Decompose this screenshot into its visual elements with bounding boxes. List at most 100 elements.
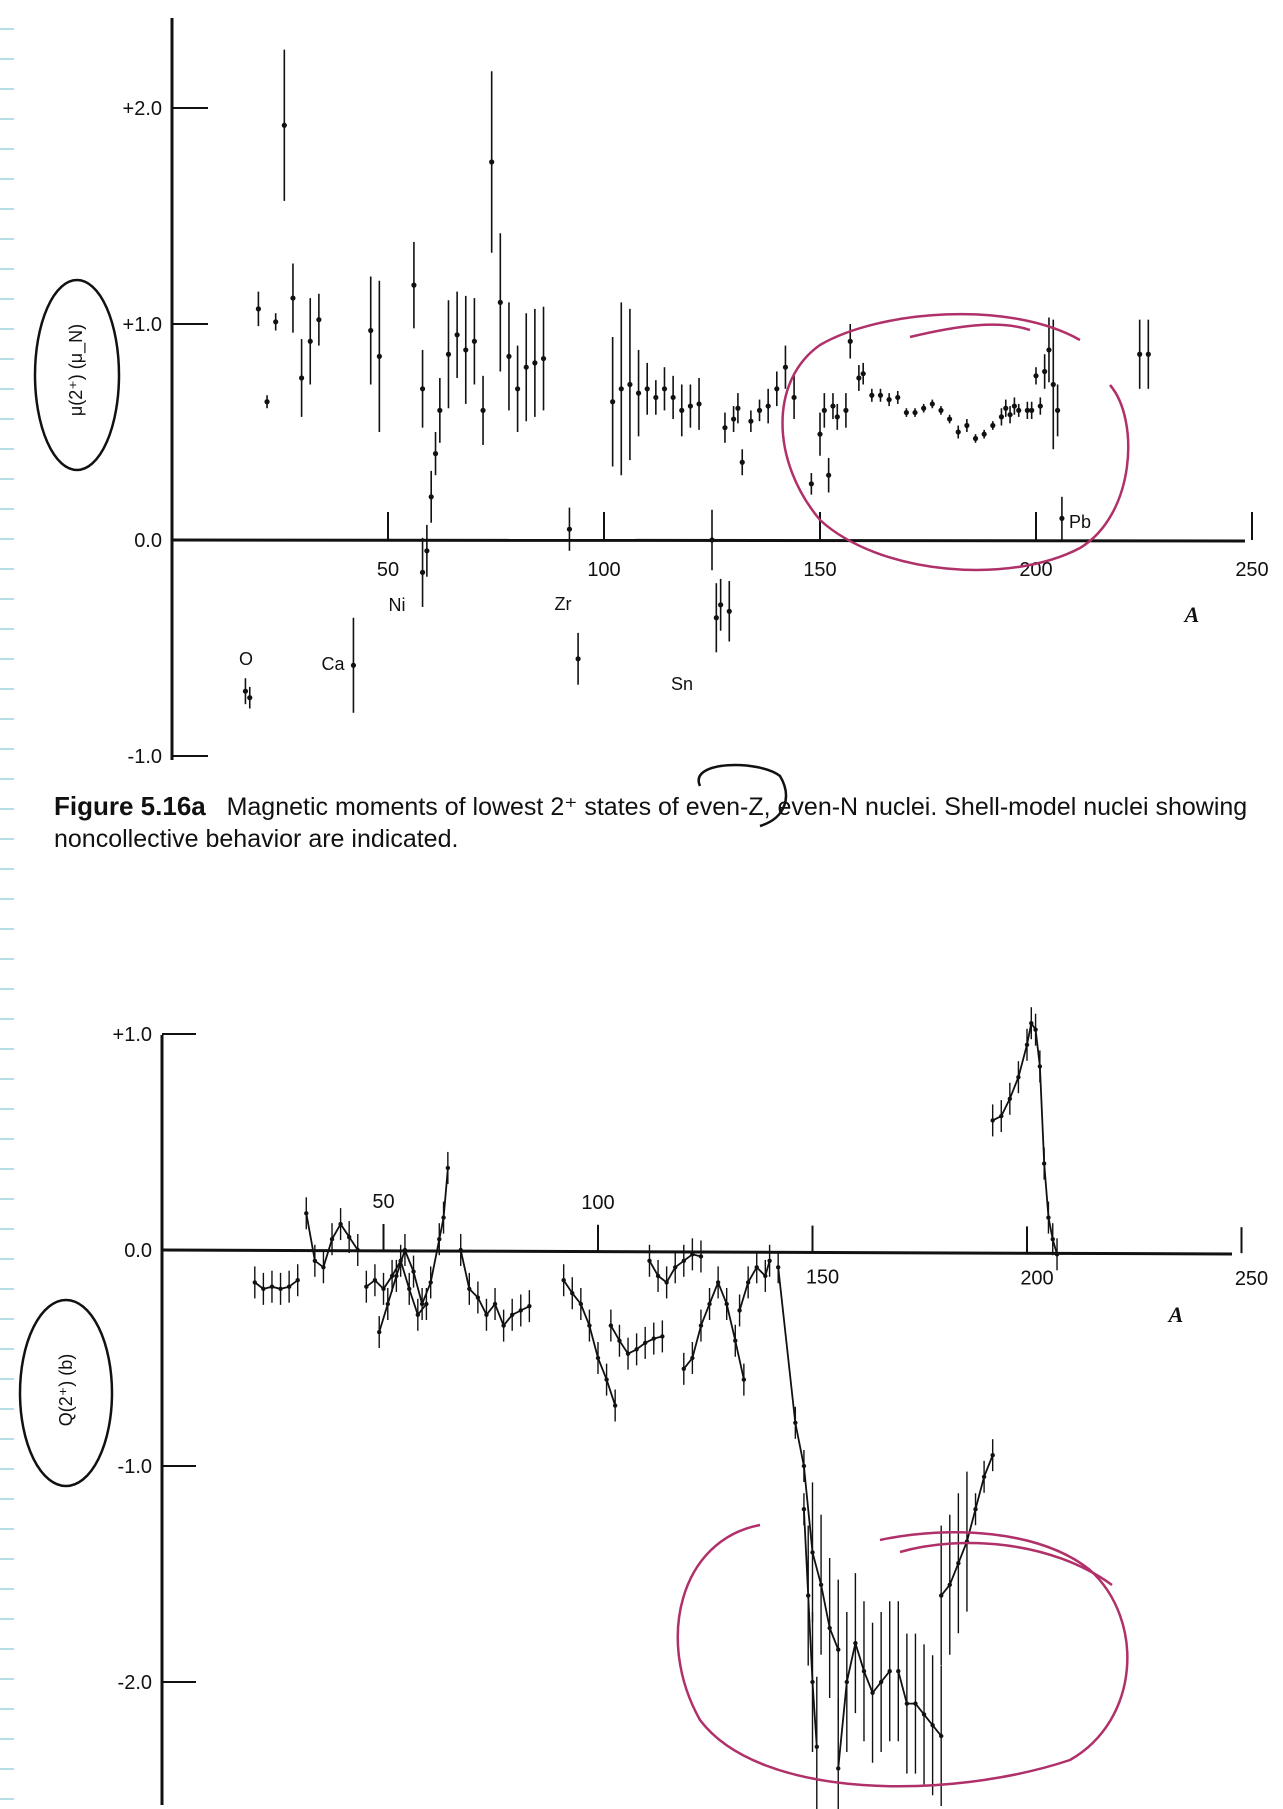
data-point (718, 602, 724, 608)
data-point (424, 1301, 429, 1307)
ylabel-circle-top (33, 278, 121, 472)
data-point (853, 1640, 858, 1646)
data-point (999, 1113, 1004, 1119)
data-point (269, 1284, 275, 1289)
data-point (501, 1323, 506, 1328)
x-axis (161, 1248, 1233, 1256)
data-point (278, 1286, 283, 1292)
data-point (763, 1273, 768, 1279)
data-point (377, 1329, 382, 1335)
data-point (806, 1593, 811, 1598)
data-point (767, 1258, 772, 1264)
data-point (673, 1265, 678, 1270)
data-point (818, 1582, 824, 1588)
data-series-line (683, 1279, 745, 1380)
data-point (861, 1669, 867, 1674)
data-point (411, 282, 417, 288)
data-point (938, 407, 944, 413)
y-tick-label: +1.0 (123, 314, 162, 336)
data-point (826, 472, 832, 478)
y-tick-label: 0.0 (134, 530, 162, 552)
data-point (532, 360, 538, 366)
x-axis-label: A (1183, 602, 1200, 627)
data-point (904, 1701, 910, 1706)
data-point (737, 1308, 742, 1313)
data-point (415, 1312, 421, 1318)
data-point (690, 1252, 695, 1257)
data-point (595, 1355, 601, 1361)
data-point (617, 1338, 622, 1343)
data-point (981, 1474, 987, 1480)
nucleus-label-ni: Ni (389, 595, 406, 615)
x-tick-label: 50 (377, 559, 399, 581)
data-point (419, 1301, 425, 1307)
data-point (561, 1278, 566, 1283)
data-point (506, 353, 512, 359)
x-tick-label: 200 (1019, 559, 1052, 581)
data-point (990, 422, 996, 429)
x-tick-label: 250 (1235, 559, 1268, 581)
data-point (847, 338, 853, 344)
data-point (731, 416, 737, 422)
data-point (1050, 381, 1056, 388)
data-point (709, 537, 715, 543)
data-point (644, 386, 650, 392)
data-point (368, 327, 374, 334)
data-point (930, 1723, 935, 1728)
x-tick-label: 250 (1235, 1268, 1268, 1290)
data-point (834, 414, 840, 420)
data-point (338, 1221, 343, 1227)
data-point (1003, 405, 1009, 411)
data-point (428, 494, 434, 500)
data-point (252, 1280, 257, 1285)
data-point (661, 386, 668, 392)
data-point (350, 662, 357, 668)
data-point (385, 1301, 390, 1307)
data-point (1054, 1252, 1060, 1257)
x-tick-label: 150 (806, 1267, 839, 1289)
data-point (681, 1258, 686, 1264)
highlight-stroke-bottom (899, 1541, 1113, 1587)
data-point (492, 1301, 498, 1307)
data-point (376, 353, 382, 359)
data-point (664, 1280, 669, 1285)
data-point (690, 1355, 695, 1361)
y-tick-label: 0.0 (124, 1240, 152, 1262)
data-point (437, 407, 443, 413)
data-point (698, 1254, 704, 1259)
data-point (295, 1278, 300, 1283)
data-point (913, 1701, 918, 1706)
data-point (939, 1593, 944, 1598)
data-point (419, 386, 426, 392)
data-point (653, 394, 659, 401)
data-point (389, 1273, 395, 1279)
x-axis-label: A (1167, 1302, 1184, 1327)
y-tick-label: -1.0 (118, 1456, 152, 1478)
y-tick-label: -1.0 (128, 746, 162, 768)
data-point (1046, 347, 1052, 353)
data-point (1007, 412, 1013, 418)
data-point (587, 1323, 592, 1328)
x-tick-label: 50 (372, 1191, 394, 1213)
data-point (635, 390, 642, 396)
data-point (445, 351, 452, 357)
data-point (679, 407, 685, 413)
data-point (1059, 515, 1065, 522)
data-point (1037, 403, 1043, 409)
data-point (1041, 1161, 1047, 1166)
data-point (458, 1247, 463, 1253)
data-point (707, 1301, 712, 1307)
data-point (810, 1550, 815, 1555)
data-point (1037, 1064, 1043, 1069)
data-point (748, 418, 754, 424)
data-point (775, 1265, 781, 1270)
data-point (394, 1273, 399, 1279)
data-point (419, 569, 426, 576)
data-point (402, 1247, 408, 1253)
data-point (381, 1286, 386, 1292)
data-point (463, 347, 469, 353)
data-point (774, 386, 780, 392)
data-series-line (254, 1279, 299, 1290)
data-point (264, 399, 270, 405)
data-point (475, 1295, 481, 1300)
